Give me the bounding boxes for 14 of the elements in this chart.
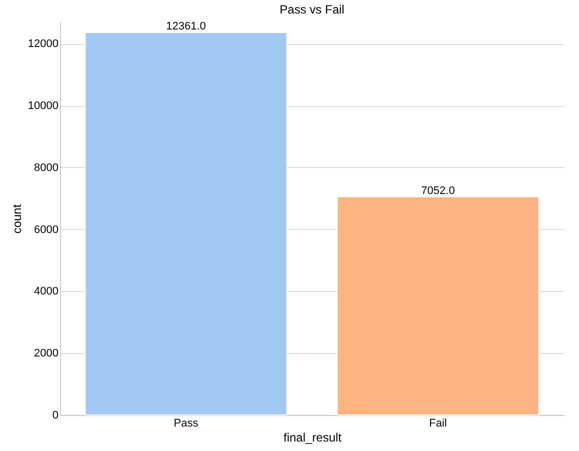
x-tick-label: Pass xyxy=(174,418,199,430)
y-tick-label: 10000 xyxy=(28,100,58,112)
y-tick-label: 8000 xyxy=(34,162,58,174)
x-axis-title: final_result xyxy=(283,430,342,444)
data-label: 7052.0 xyxy=(421,184,455,197)
y-tick-label: 12000 xyxy=(28,38,58,50)
y-tick-label: 0 xyxy=(52,410,58,422)
y-tick-label: 6000 xyxy=(34,224,58,236)
y-tick-label: 4000 xyxy=(34,286,58,298)
y-tick-label: 2000 xyxy=(34,348,58,360)
y-axis-title: count xyxy=(10,204,24,234)
x-tick-label: Fail xyxy=(429,418,447,430)
chart-title: Pass vs Fail xyxy=(280,2,344,16)
data-label: 12361.0 xyxy=(166,20,206,32)
